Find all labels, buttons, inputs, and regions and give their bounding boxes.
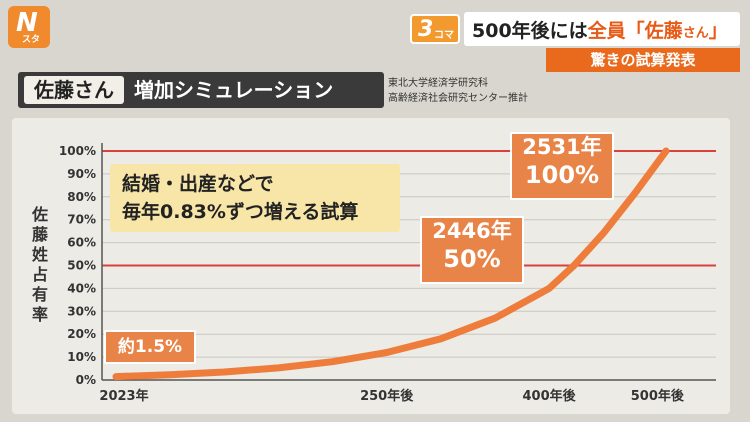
y-tick-labels: 0% 10% 20% 30% 40% 50% 60% 70% 80% 90% 100%: [59, 144, 96, 387]
y-tick-label: 80%: [67, 190, 96, 204]
title-sato-label: 佐藤さん: [24, 76, 124, 104]
y-tick-label: 90%: [67, 167, 96, 181]
y-tick-label: 20%: [67, 327, 96, 341]
subheadline: 驚きの試算発表: [546, 48, 740, 72]
segment-badge: 3 コマ: [410, 14, 460, 44]
series: [112, 147, 670, 381]
callout-mid-year: 2446年: [432, 219, 512, 243]
logo-sub: スタ: [22, 35, 41, 45]
y-tick-label: 60%: [67, 236, 96, 250]
y-tick-label: 30%: [67, 304, 96, 318]
series-line: [112, 147, 670, 381]
y-tick-label: 70%: [67, 213, 96, 227]
headline-end: 」: [708, 20, 728, 42]
logo-mark: N: [16, 8, 38, 38]
x-tick-label: 2023年: [99, 388, 148, 404]
headline: 500年後には全員「佐藤さん」: [464, 12, 740, 46]
callout-mid-pct: 50%: [443, 245, 501, 273]
headline-highlight: 全員「佐藤: [587, 20, 683, 42]
x-tick-label: 400年後: [523, 388, 577, 404]
channel-logo: N スタ: [8, 6, 50, 48]
y-tick-label: 100%: [59, 144, 96, 158]
x-tick-label: 250年後: [360, 388, 414, 404]
segment-badge-text: コマ: [434, 30, 454, 41]
headline-small: さん: [682, 26, 709, 41]
x-tick-labels: 2023年 250年後 400年後 500年後: [99, 388, 684, 404]
headline-prefix: 500年後には: [472, 20, 588, 42]
source-line-1: 東北大学経済学研究科: [388, 78, 488, 89]
callout-end-pct: 100%: [524, 161, 600, 189]
title-text: 増加シミュレーション: [134, 78, 334, 102]
callout-end: 2531年 100%: [510, 132, 614, 200]
y-tick-label: 50%: [67, 259, 96, 273]
source-note: 東北大学経済学研究科 高齢経済社会研究センター推計: [388, 76, 528, 106]
y-tick-label: 40%: [67, 281, 96, 295]
y-tick-label: 0%: [76, 373, 96, 387]
callout-start: 約1.5%: [104, 330, 196, 364]
note-line-1: 結婚・出産などで: [122, 173, 274, 195]
callout-mid: 2446年 50%: [420, 216, 524, 284]
segment-badge-number: 3: [418, 17, 434, 42]
source-line-2: 高齢経済社会研究センター推計: [388, 93, 528, 104]
note-line-2: 毎年0.83%ずつ増える試算: [122, 201, 359, 223]
note-box: 結婚・出産などで 毎年0.83%ずつ増える試算: [110, 164, 400, 232]
y-axis-label: 佐藤姓占有率: [31, 205, 48, 324]
callout-end-year: 2531年: [522, 135, 602, 159]
y-tick-label: 10%: [67, 350, 96, 364]
x-tick-label: 500年後: [631, 388, 685, 404]
